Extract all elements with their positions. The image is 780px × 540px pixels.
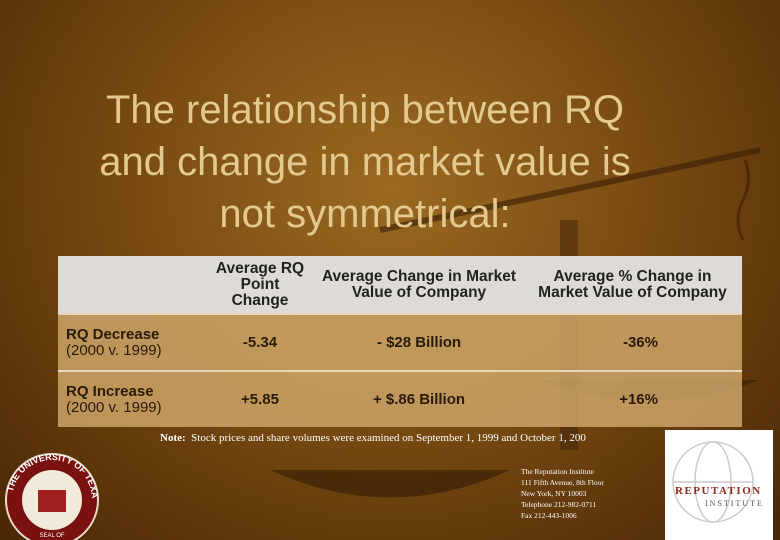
logo-sub: INSTITUTE [705,499,764,508]
row-label-cell: RQ Increase (2000 v. 1999) [58,370,205,427]
title-line: The relationship between RQ [105,88,625,132]
corner-cell [58,256,205,314]
address-line: New York, NY 10003 [521,489,587,498]
note-label: Note: [160,432,186,444]
cell: -36% [523,313,742,371]
row-label-cell: RQ Decrease (2000 v. 1999) [58,313,205,371]
data-table: Average RQ Point Change Average Change i… [58,256,742,427]
address-line: 111 Fifth Avenue, 8th Floor [521,478,604,487]
note: Note: Stock prices and share volumes wer… [160,432,586,444]
table-row: RQ Decrease (2000 v. 1999) -5.34 - $28 Bi… [58,313,742,371]
logo-graphic: REPUTATION INSTITUTE [672,441,764,523]
address-line: Telephone 212-982-0711 [521,500,597,509]
seal-side: SEAL OF [39,533,64,539]
header-row: Average RQ Point Change Average Change i… [58,256,742,314]
address-line: The Reputation Institute [521,467,594,476]
cell: +5.85 [205,370,315,427]
cell: +16% [523,370,742,427]
row-sublabel: (2000 v. 1999) [66,398,162,416]
column-header: Average % Change in Market Value of Comp… [523,256,742,314]
row-label: RQ Decrease [66,325,160,343]
logo: REPUTATION INSTITUTE [665,430,773,540]
row-sublabel: (2000 v. 1999) [66,341,162,359]
address-line: Fax 212-443-1006 [521,511,577,520]
row-label: RQ Increase [66,382,154,400]
note-text: Stock prices and share volumes were exam… [191,432,586,444]
column-header: Average Change in Market Value of Compan… [315,256,523,314]
address: The Reputation Institute 111 Fifth Avenu… [521,466,604,521]
cell: -5.34 [205,313,315,371]
column-header: Average RQ Point Change [205,256,315,314]
title-line: not symmetrical: [219,192,511,236]
cell: + $.86 Billion [315,370,523,427]
logo-name: REPUTATION [675,485,762,497]
table-row: RQ Increase (2000 v. 1999) +5.85 + $.86 B… [58,370,742,427]
cell: - $28 Billion [315,313,523,371]
title-line: and change in market value is [99,140,631,184]
